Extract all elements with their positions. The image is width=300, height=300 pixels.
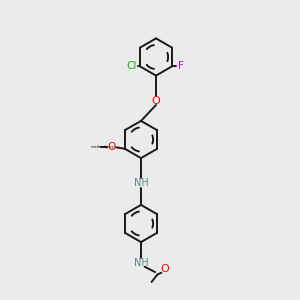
Text: NH: NH: [134, 178, 148, 188]
Text: methoxy: methoxy: [91, 145, 109, 149]
Text: methoxy: methoxy: [99, 145, 115, 149]
Text: O: O: [160, 264, 169, 274]
Text: NH: NH: [134, 258, 148, 268]
Text: O: O: [152, 95, 160, 106]
Text: O: O: [107, 142, 116, 152]
Text: F: F: [178, 61, 183, 71]
Text: Cl: Cl: [126, 61, 137, 71]
